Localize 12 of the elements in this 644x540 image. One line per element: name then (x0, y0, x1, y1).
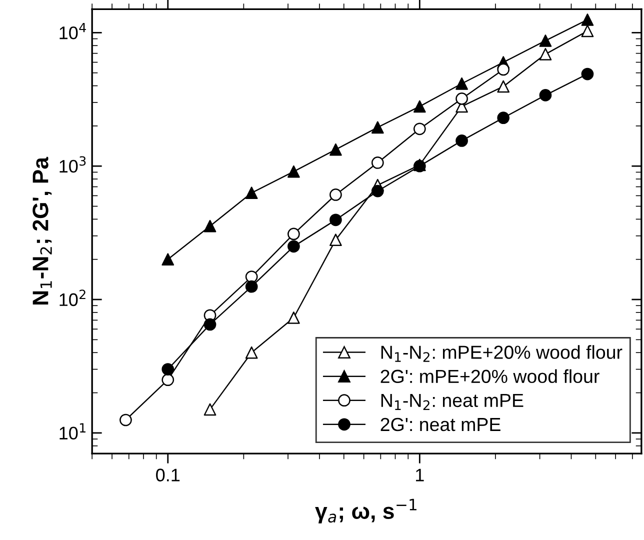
legend-label: 2G': neat mPE (380, 418, 500, 432)
y-tick-label: 10$^{3}$ (60, 156, 86, 173)
y-axis-title: N$_{1}$-N$_{2}$; 2G', Pa (32, 156, 52, 304)
legend-label: N$_{1}$-N$_{2}$: neat mPE (381, 394, 524, 410)
y-tick-label: 10$^{4}$ (60, 22, 86, 40)
y-tick-label: 10$^{1}$ (60, 423, 86, 440)
x-tick-label: 1 (416, 468, 424, 482)
y-tick-label: 10$^{2}$ (60, 290, 86, 306)
legend-label: 2G': mPE+20% wood flour (380, 369, 600, 384)
legend-label: N$_{1}$-N$_{2}$: mPE+20% wood flour (381, 345, 622, 362)
x-tick-label: 0.1 (156, 468, 180, 482)
x-axis-title: γ$_{a}$; ω, s$^{−1}$ (315, 498, 416, 524)
